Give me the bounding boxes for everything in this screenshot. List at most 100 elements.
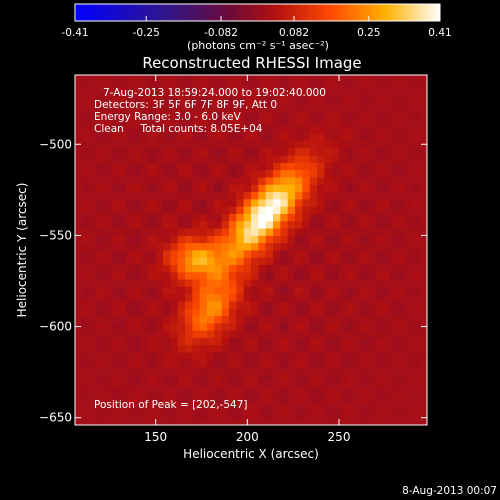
image-pixel [185,104,193,112]
image-pixel [346,133,355,142]
image-pixel [375,264,384,273]
image-pixel [185,220,193,229]
image-pixel [185,373,193,382]
image-pixel [419,337,427,346]
image-pixel [141,162,149,171]
image-pixel [207,366,215,375]
image-pixel [302,344,311,353]
image-pixel [199,155,208,163]
image-pixel [141,96,149,105]
image-pixel [331,286,340,295]
image-pixel [353,286,362,295]
image-pixel [317,308,325,317]
image-pixel [75,257,83,265]
image-pixel [353,206,362,214]
image-pixel [243,126,252,134]
image-pixel [236,184,245,193]
image-pixel [361,286,369,295]
image-pixel [104,228,113,236]
image-pixel [177,169,186,178]
image-pixel [192,206,201,214]
image-pixel [339,169,347,178]
image-pixel [192,191,201,200]
image-pixel [280,220,289,229]
image-pixel [361,315,369,324]
image-pixel [199,162,208,171]
image-pixel [75,344,83,353]
image-pixel [412,104,421,112]
image-pixel [111,403,120,411]
image-pixel [331,96,340,105]
image-pixel [75,177,83,185]
image-pixel [361,337,369,346]
image-pixel [361,177,369,185]
image-pixel [214,264,223,273]
image-pixel [148,337,157,346]
image-pixel [390,147,399,156]
image-pixel [251,308,259,317]
image-pixel [75,96,83,105]
image-pixel [280,242,289,251]
image-pixel [104,82,113,90]
image-pixel [258,344,267,353]
image-pixel [397,75,406,83]
image-pixel [111,206,120,214]
image-pixel [375,293,384,302]
image-pixel [251,198,259,207]
image-pixel [361,96,369,105]
image-pixel [419,126,427,134]
image-pixel [133,279,142,287]
colorbar-units: (photons cm⁻² s⁻¹ asec⁻²) [187,39,329,52]
image-pixel [163,104,171,112]
image-pixel [236,206,245,214]
image-pixel [251,293,259,302]
image-pixel [221,155,230,163]
image-pixel [192,279,201,287]
image-pixel [119,373,127,382]
image-pixel [207,373,215,382]
image-pixel [236,381,245,389]
image-pixel [177,133,186,142]
image-pixel [346,118,355,127]
image-pixel [119,381,127,389]
image-pixel [82,82,91,90]
image-pixel [265,315,274,324]
image-pixel [177,366,186,375]
image-pixel [104,96,113,105]
image-pixel [397,111,406,120]
image-pixel [353,308,362,317]
image-pixel [331,198,340,207]
image-pixel [170,235,179,244]
image-pixel [133,198,142,207]
image-pixel [170,177,179,185]
image-pixel [214,410,223,419]
image-pixel [405,235,413,244]
image-pixel [199,220,208,229]
image-pixel [302,308,311,317]
image-pixel [126,235,135,244]
image-pixel [229,140,237,149]
image-pixel [405,286,413,295]
image-pixel [302,104,311,112]
image-pixel [287,388,296,397]
image-pixel [126,271,135,280]
image-pixel [375,352,384,360]
image-pixel [82,198,91,207]
image-pixel [302,89,311,98]
image-pixel [185,169,193,178]
image-pixel [295,344,303,353]
image-pixel [119,250,127,258]
image-pixel [368,242,377,251]
image-pixel [133,191,142,200]
image-pixel [419,147,427,156]
image-pixel [265,366,274,375]
image-pixel [302,301,311,309]
image-pixel [273,388,281,397]
image-pixel [119,198,127,207]
image-pixel [331,162,340,171]
image-pixel [361,395,369,404]
image-pixel [133,104,142,112]
image-pixel [339,286,347,295]
image-pixel [82,235,91,244]
image-pixel [265,169,274,178]
